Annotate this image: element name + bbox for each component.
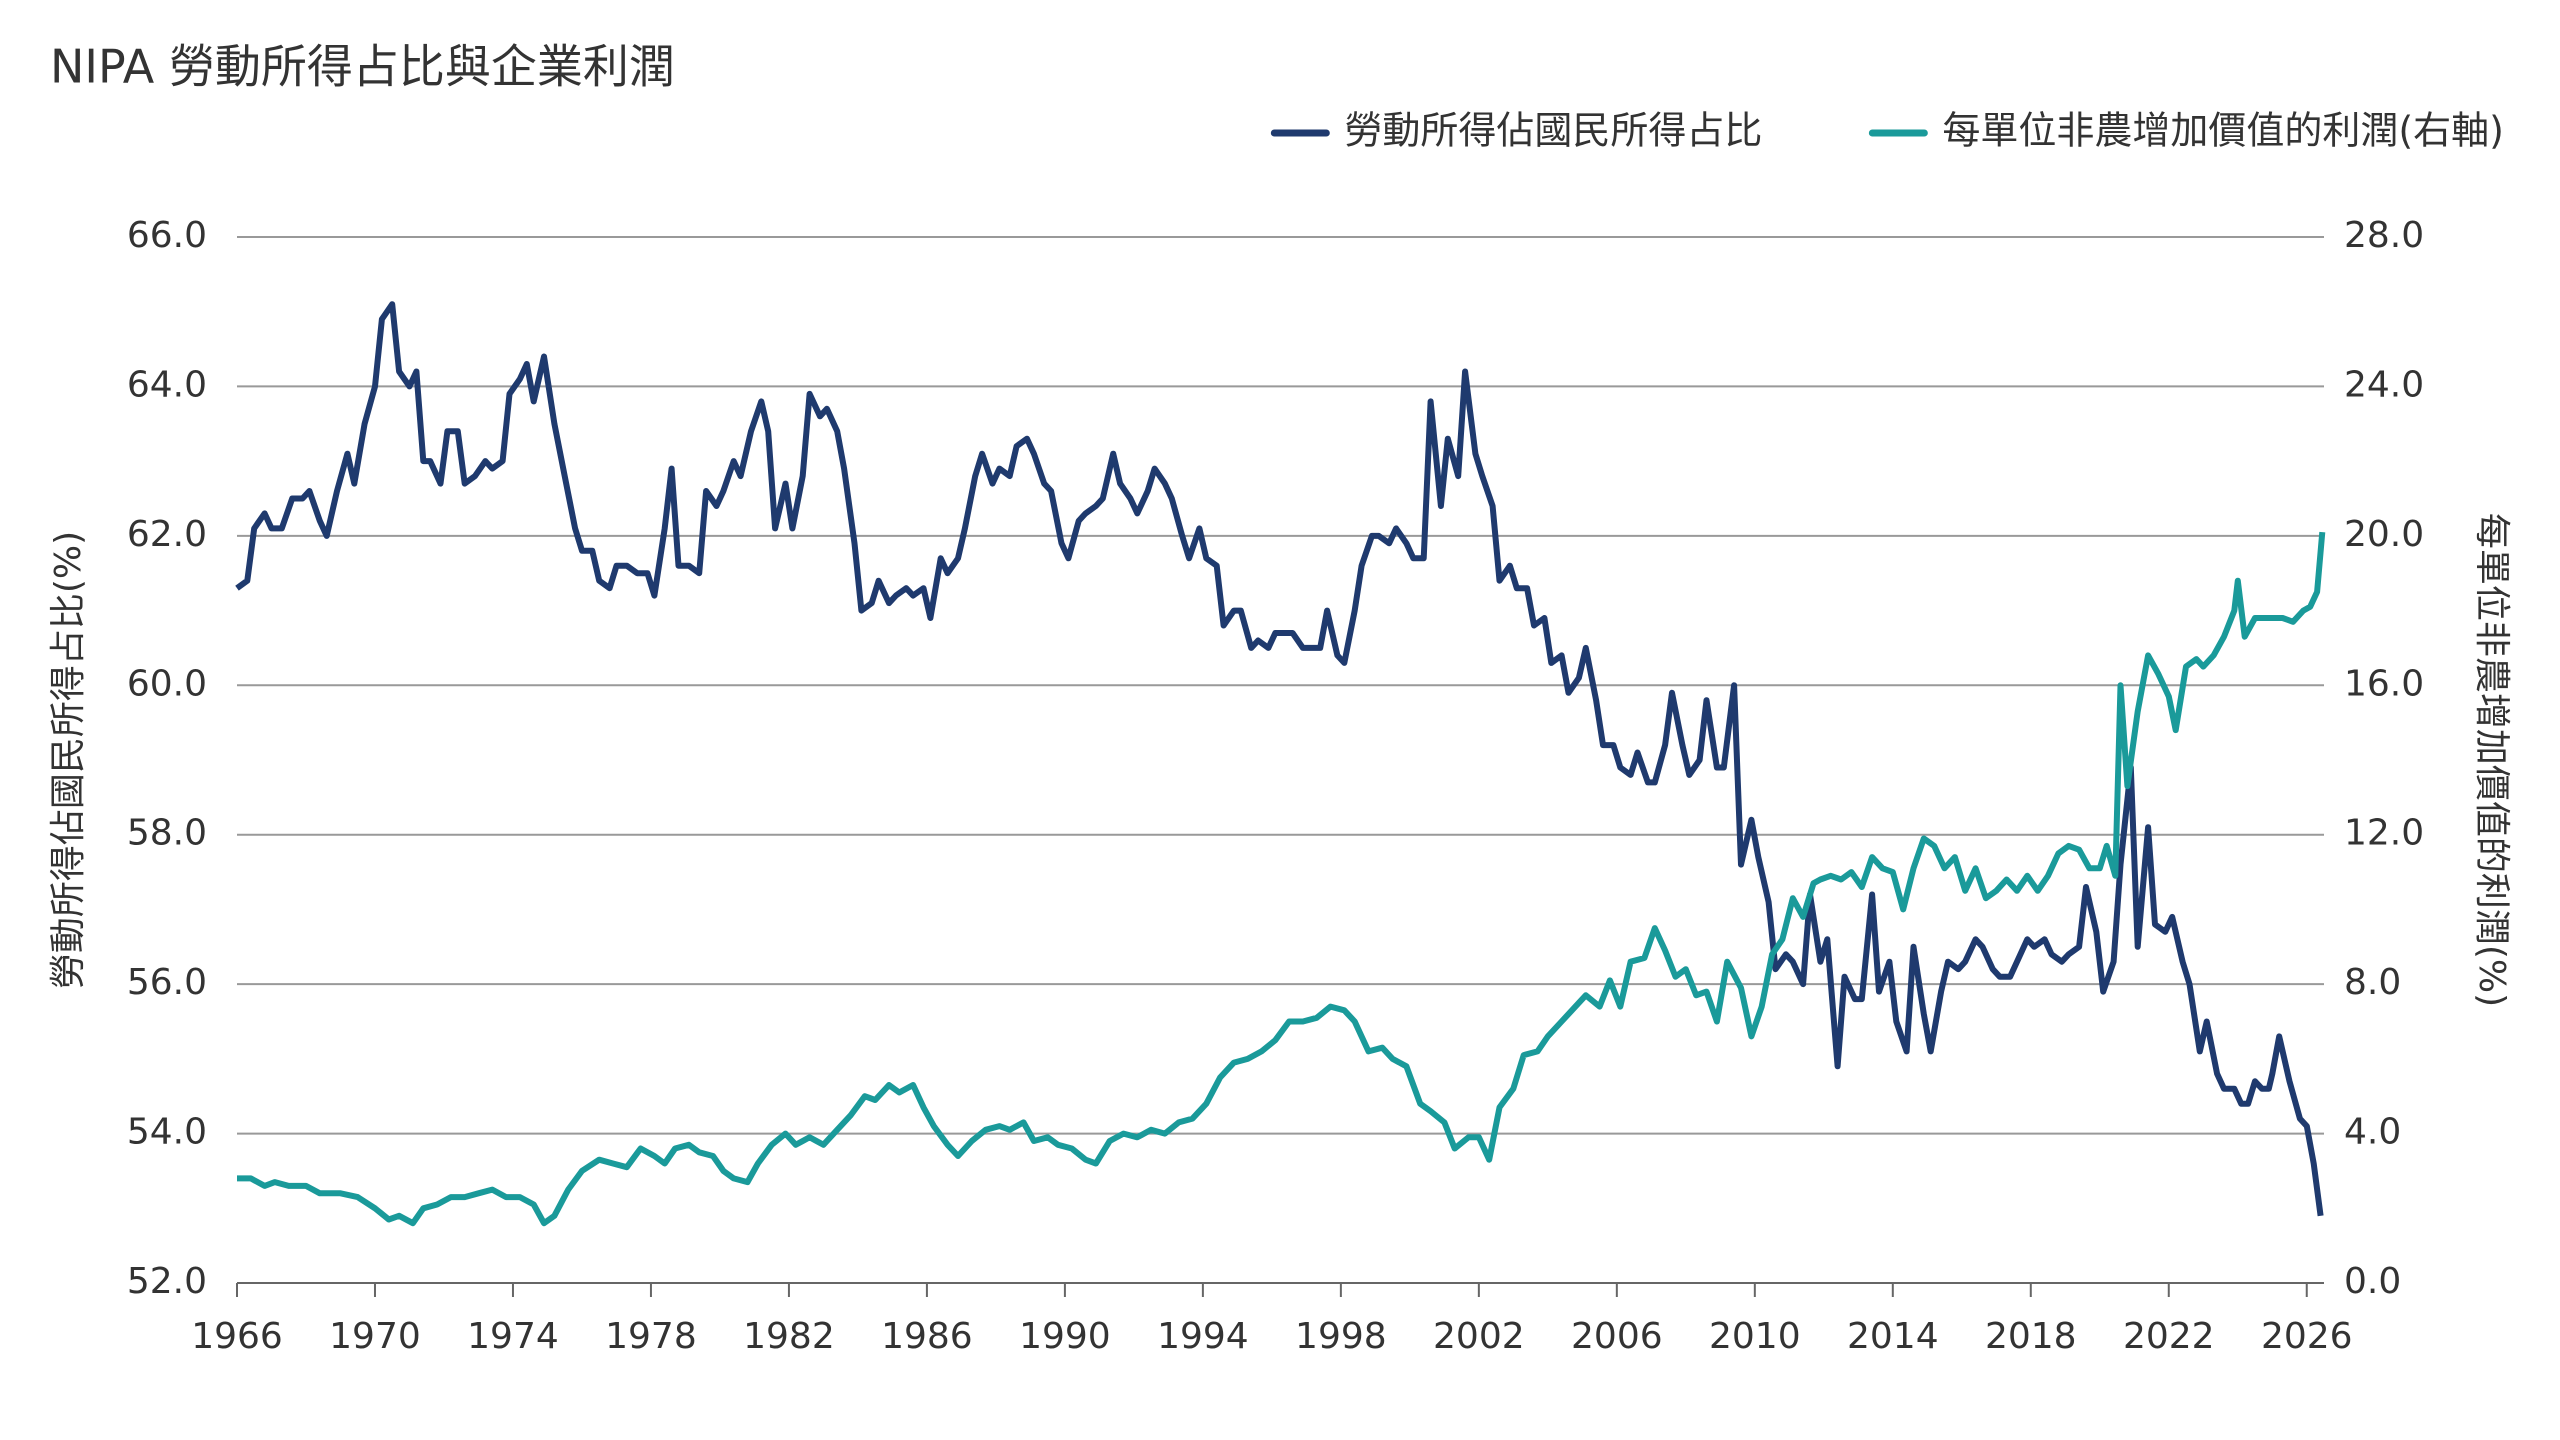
x-tick-label: 1986 bbox=[881, 1316, 973, 1357]
series-line bbox=[237, 531, 2326, 1227]
x-tick-label: 2022 bbox=[2123, 1316, 2215, 1357]
y2-axis-label: 每單位非農增加價值的利潤(%) bbox=[2471, 513, 2512, 1007]
y-tick-label: 62.0 bbox=[127, 514, 207, 555]
y-tick-label: 66.0 bbox=[127, 215, 207, 256]
y-tick-label: 64.0 bbox=[127, 364, 207, 405]
y-axis-label: 勞動所得佔國民所得占比(%) bbox=[48, 531, 89, 989]
y-tick-label: 60.0 bbox=[127, 663, 207, 704]
y-tick-label: 56.0 bbox=[127, 962, 207, 1003]
legend-label: 勞動所得佔國民所得占比 bbox=[1344, 109, 1762, 153]
y2-tick-label: 16.0 bbox=[2344, 663, 2424, 704]
y2-tick-label: 0.0 bbox=[2344, 1261, 2401, 1302]
y2-tick-label: 12.0 bbox=[2344, 813, 2424, 854]
y2-tick-label: 8.0 bbox=[2344, 962, 2401, 1003]
x-tick-label: 2018 bbox=[1985, 1316, 2077, 1357]
y-tick-label: 54.0 bbox=[127, 1112, 207, 1153]
chart-title: NIPA 勞動所得占比與企業利潤 bbox=[50, 40, 675, 94]
y2-tick-label: 28.0 bbox=[2344, 215, 2424, 256]
x-tick-label: 1994 bbox=[1157, 1316, 1249, 1357]
x-tick-label: 2026 bbox=[2261, 1316, 2353, 1357]
legend-label: 每單位非農增加價值的利潤(右軸) bbox=[1942, 109, 2504, 153]
y-tick-label: 58.0 bbox=[127, 813, 207, 854]
x-tick-label: 1966 bbox=[191, 1316, 283, 1357]
y2-tick-label: 4.0 bbox=[2344, 1112, 2401, 1153]
y2-tick-label: 20.0 bbox=[2344, 514, 2424, 555]
x-tick-label: 2014 bbox=[1847, 1316, 1939, 1357]
x-tick-label: 1982 bbox=[743, 1316, 835, 1357]
x-tick-label: 1970 bbox=[329, 1316, 421, 1357]
x-tick-label: 1998 bbox=[1295, 1316, 1387, 1357]
x-tick-label: 1978 bbox=[605, 1316, 697, 1357]
x-tick-label: 1990 bbox=[1019, 1316, 1111, 1357]
x-tick-label: 2006 bbox=[1571, 1316, 1663, 1357]
legend: 每單位非農增加價值的利潤(右軸) 勞動所得佔國民所得占比 bbox=[1270, 109, 2504, 153]
y-tick-label: 52.0 bbox=[127, 1261, 207, 1302]
series-line bbox=[235, 301, 2324, 1217]
x-tick-label: 2002 bbox=[1433, 1316, 1525, 1357]
x-tick-label: 2010 bbox=[1709, 1316, 1801, 1357]
x-tick-label: 1974 bbox=[467, 1316, 559, 1357]
y2-tick-label: 24.0 bbox=[2344, 364, 2424, 405]
